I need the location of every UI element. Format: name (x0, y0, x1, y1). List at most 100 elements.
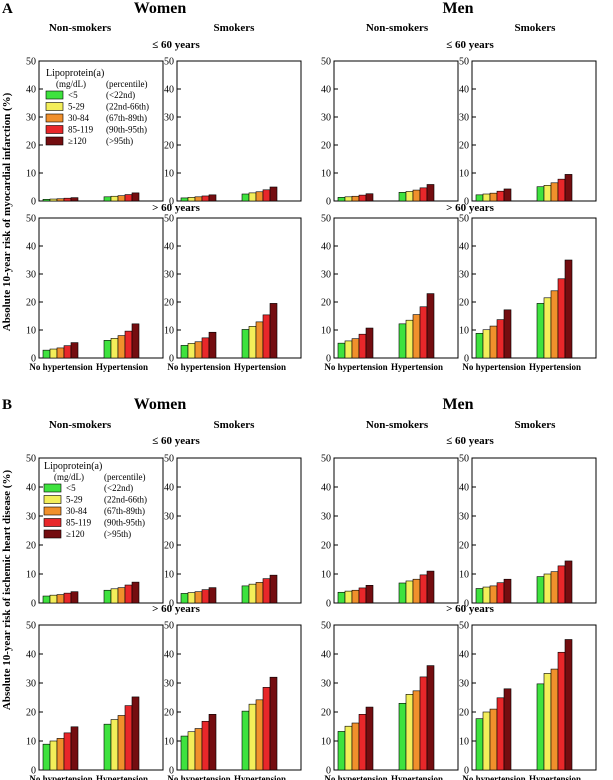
bar (475, 333, 484, 359)
legend-range: 30-84 (66, 506, 87, 516)
y-tick-label: 0 (169, 599, 174, 610)
y-tick-label: 30 (26, 512, 36, 523)
plot-frame (333, 217, 459, 359)
bar (419, 574, 428, 604)
legend-percentile: (67th-89th) (104, 506, 145, 516)
chart-panel-B-men-smokers-old: 0 10 20 30 40 50 No hypertension Hypertension (459, 621, 597, 780)
bar (70, 342, 79, 359)
chart-panel-B-women-smokers-young: 0 10 20 30 40 50 (164, 454, 302, 610)
bar (187, 343, 196, 359)
y-tick-label: 50 (164, 454, 174, 465)
y-tick-label: 30 (321, 113, 331, 124)
bar (564, 560, 573, 604)
bar (103, 340, 112, 359)
bar (398, 582, 407, 604)
x-category-label-no-hypertension: No hypertension (167, 362, 230, 372)
bar (131, 192, 140, 202)
bar (543, 297, 552, 359)
chart-panel-A-women-nonsmokers-old: 0 10 20 30 40 50 No hypertension Hypertension (26, 214, 164, 372)
y-tick-label: 0 (326, 354, 331, 365)
bar (482, 329, 491, 359)
bar (241, 710, 250, 771)
legend-range: ≥120 (68, 136, 87, 146)
bar (426, 184, 435, 202)
group-label-women-non-smokers-B: Non-smokers (49, 419, 112, 431)
bar (255, 699, 264, 771)
bar (426, 570, 435, 604)
y-tick-label: 10 (26, 737, 36, 748)
x-category-label-hypertension: Hypertension (234, 362, 286, 372)
bar (187, 197, 196, 202)
legend-range: ≥120 (66, 529, 85, 539)
bar (550, 182, 559, 202)
y-axis-label-A: Absolute 10-year risk of myocardial infa… (1, 92, 13, 331)
plot-frame (38, 60, 164, 202)
section-letter-A: A (2, 1, 13, 17)
bar (557, 651, 566, 771)
bar (489, 708, 498, 771)
bar (550, 290, 559, 359)
legend-range: 85-119 (66, 518, 92, 528)
bar (564, 639, 573, 771)
y-tick-label: 50 (26, 214, 36, 225)
y-tick-label: 50 (321, 454, 331, 465)
y-tick-label: 0 (169, 766, 174, 777)
bar (70, 197, 79, 202)
legend-percentile: (>95th) (106, 136, 133, 146)
y-tick-label: 0 (326, 599, 331, 610)
bar (365, 585, 374, 604)
y-tick-label: 10 (164, 169, 174, 180)
bar (482, 193, 491, 202)
plot-frame (471, 60, 597, 202)
bar (557, 565, 566, 604)
x-category-label-hypertension: Hypertension (529, 774, 581, 780)
plot-frame (471, 457, 597, 604)
y-tick-label: 30 (164, 113, 174, 124)
y-tick-label: 40 (26, 650, 36, 661)
plot-frame (176, 217, 302, 359)
y-tick-label: 20 (321, 298, 331, 309)
legend-swatch (45, 136, 64, 146)
y-tick-label: 0 (464, 766, 469, 777)
legend-swatch (43, 506, 62, 516)
y-tick-label: 50 (26, 57, 36, 68)
bar (70, 591, 79, 604)
bar (419, 187, 428, 202)
bar (419, 676, 428, 771)
y-tick-label: 0 (169, 197, 174, 208)
y-tick-label: 40 (321, 650, 331, 661)
y-tick-label: 0 (169, 354, 174, 365)
x-category-label-no-hypertension: No hypertension (462, 362, 525, 372)
group-label-men-smokers-B: Smokers (515, 419, 557, 431)
plot-frame (333, 457, 459, 604)
panel-title-women-B: Women (134, 396, 187, 413)
bar (255, 582, 264, 604)
bar (405, 694, 414, 771)
chart-panel-B-men-nonsmokers-young: 0 10 20 30 40 50 (321, 454, 459, 610)
y-tick-label: 20 (26, 708, 36, 719)
y-tick-label: 0 (31, 766, 36, 777)
age-label-women-young-A: ≤ 60 years (152, 39, 200, 51)
chart-panel-A-women-nonsmokers-young: 0 10 20 30 40 50 (26, 57, 164, 208)
age-label-men-old-A: > 60 years (446, 202, 495, 214)
y-axis-label-B: Absolute 10-year risk of ischemic heart … (1, 470, 13, 711)
bar (201, 337, 210, 359)
bar (344, 590, 353, 604)
y-tick-label: 0 (31, 197, 36, 208)
age-label-men-young-A: ≤ 60 years (446, 39, 494, 51)
plot-frame (471, 624, 597, 771)
y-tick-label: 10 (321, 326, 331, 337)
chart-panel-B-men-nonsmokers-old: 0 10 20 30 40 50 No hypertension Hypertension (321, 621, 459, 780)
bar (117, 335, 126, 359)
bar (63, 345, 72, 359)
bar (536, 576, 545, 604)
y-tick-label: 30 (26, 679, 36, 690)
y-tick-label: 0 (31, 599, 36, 610)
legend-swatch (45, 102, 64, 111)
plot-frame (333, 60, 459, 202)
bar (110, 719, 119, 771)
legend-range: <5 (66, 483, 76, 493)
bar (117, 715, 126, 771)
y-tick-label: 30 (164, 679, 174, 690)
y-tick-label: 40 (164, 650, 174, 661)
